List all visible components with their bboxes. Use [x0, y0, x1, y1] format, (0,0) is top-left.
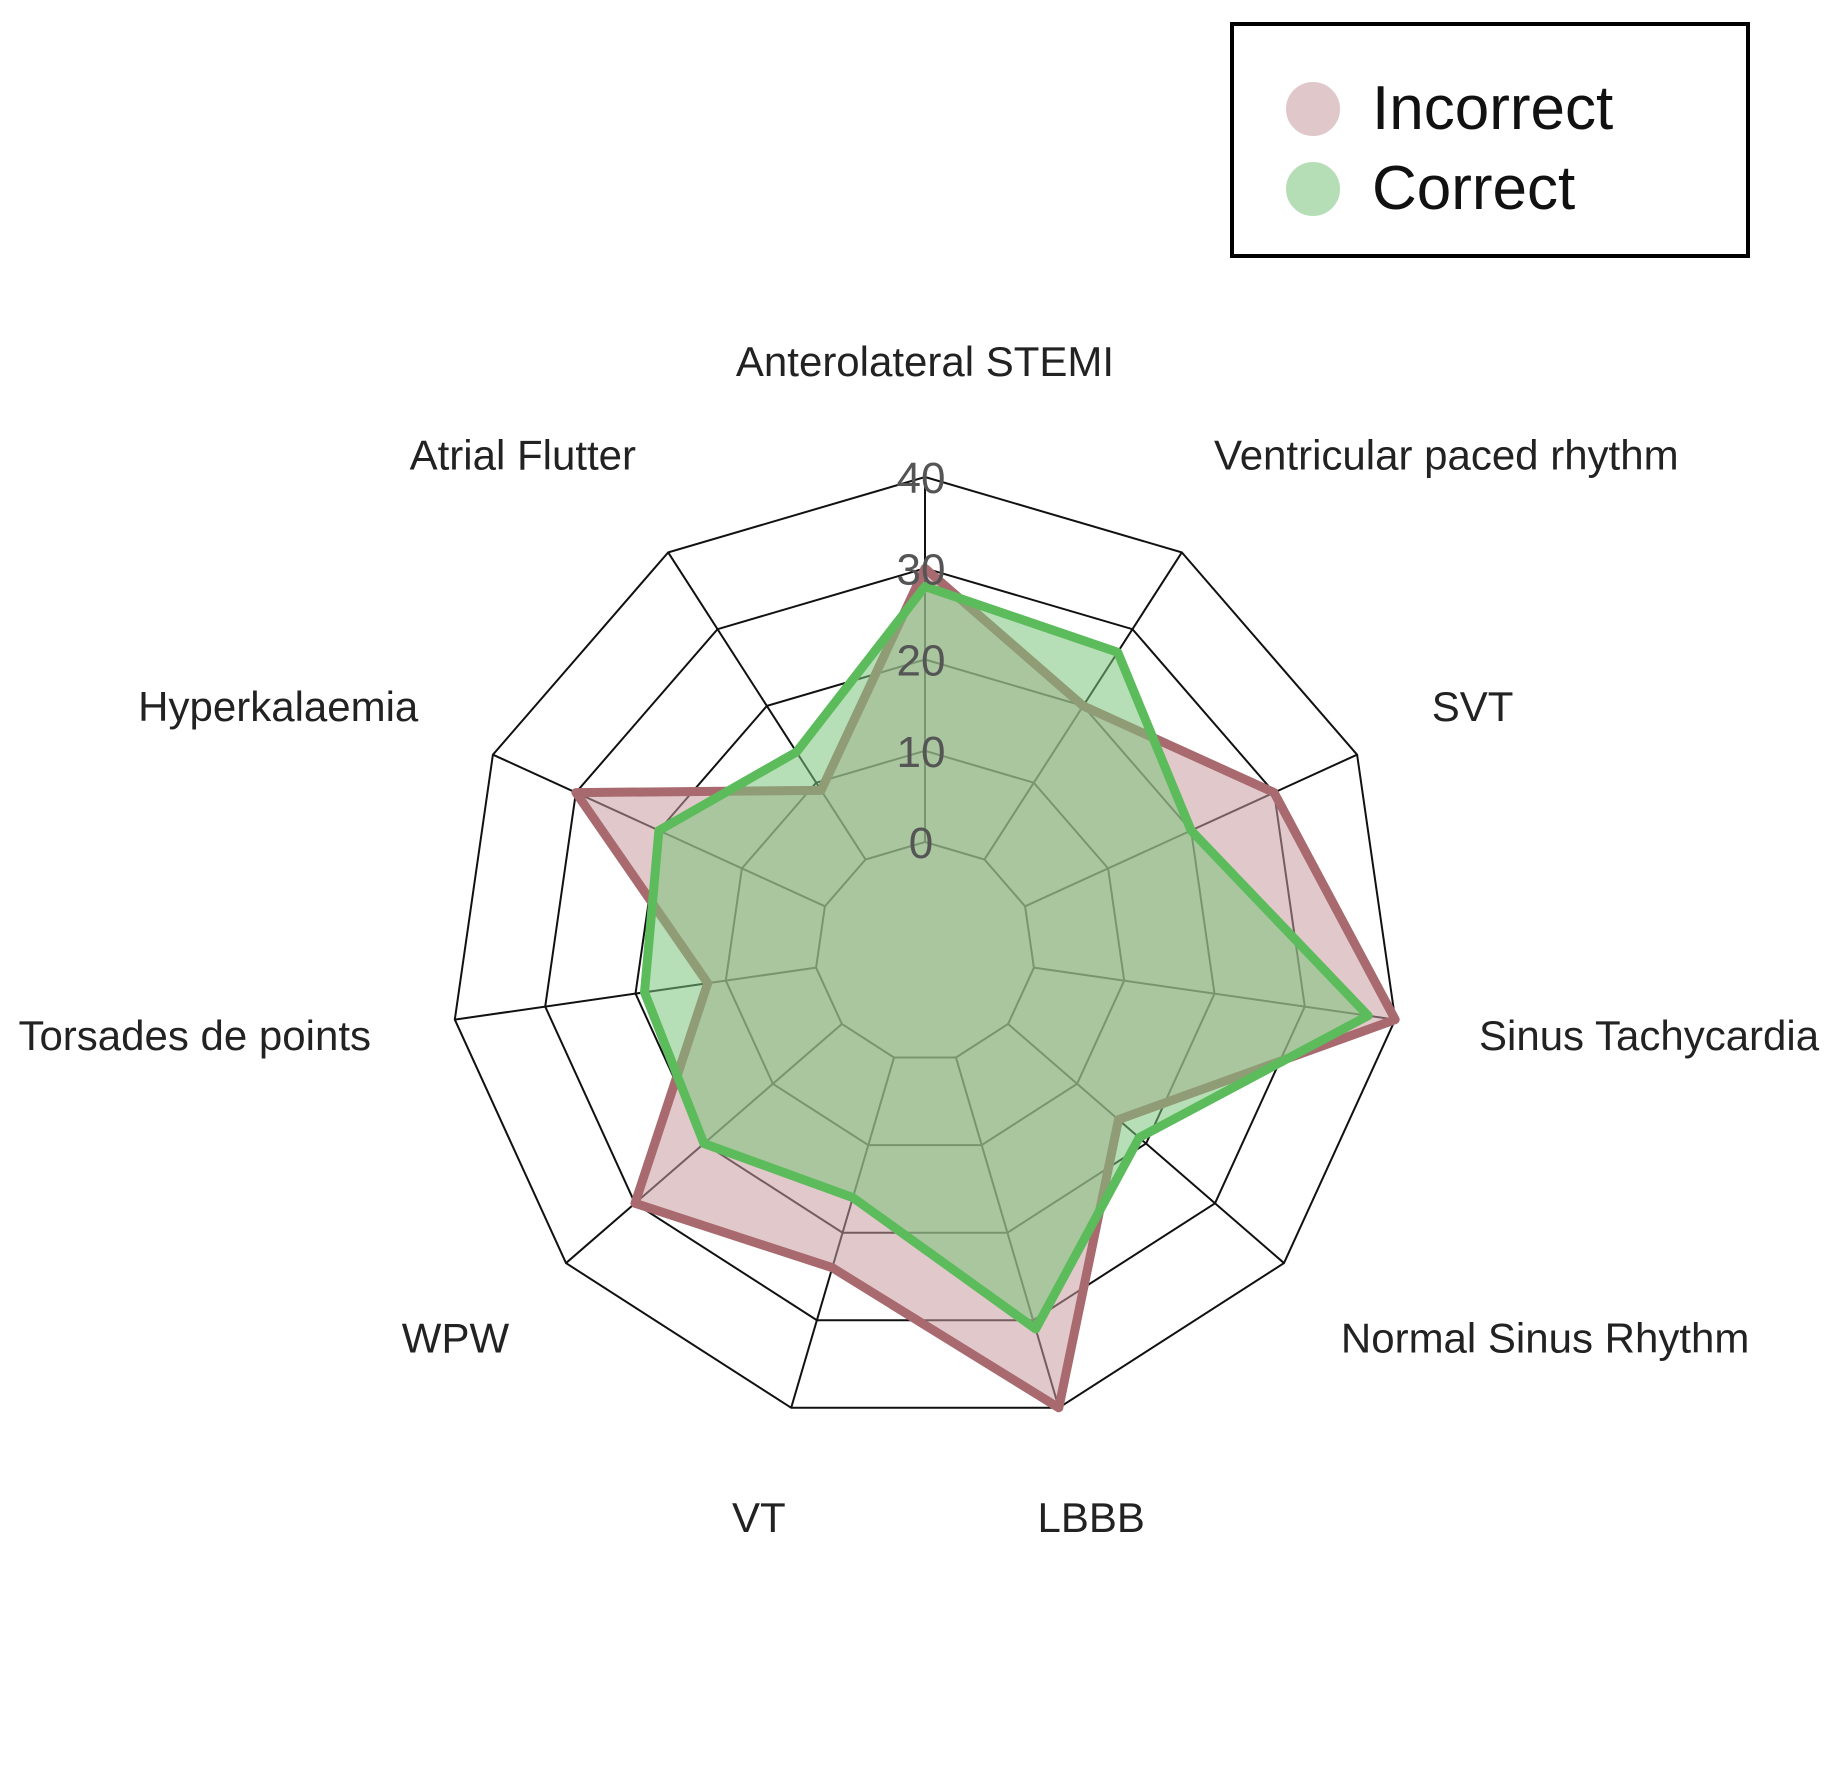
axis-label-8: Torsades de points: [18, 1012, 371, 1059]
legend-label-correct: Correct: [1372, 154, 1576, 223]
legend-label-incorrect: Incorrect: [1372, 74, 1614, 143]
tick-label-10: 10: [897, 728, 946, 777]
axis-label-10: Atrial Flutter: [410, 432, 636, 479]
axis-label-6: VT: [732, 1494, 786, 1541]
axis-label-5: LBBB: [1037, 1494, 1144, 1541]
radar-tick-labels: 0 10 20 30 40: [897, 454, 946, 868]
axis-label-7: WPW: [402, 1314, 510, 1361]
axis-label-2: SVT: [1432, 683, 1514, 730]
radar-series: [571, 563, 1400, 1413]
tick-label-40: 40: [897, 454, 946, 503]
legend-item-correct: Correct: [1286, 158, 1575, 220]
tick-label-0: 0: [909, 819, 933, 868]
axis-label-0: Anterolateral STEMI: [736, 338, 1114, 385]
radar-axis-labels: Anterolateral STEMI Ventricular paced rhy…: [18, 338, 1819, 1541]
legend-item-incorrect: Incorrect: [1286, 78, 1613, 140]
axis-label-1: Ventricular paced rhythm: [1214, 432, 1679, 479]
axis-label-9: Hyperkalaemia: [138, 683, 419, 730]
legend-swatch-correct: [1286, 162, 1340, 216]
tick-label-30: 30: [897, 545, 946, 594]
legend-swatch-incorrect: [1286, 82, 1340, 136]
legend: Incorrect Correct: [1230, 22, 1750, 258]
grid-ring-4: [453, 475, 1397, 1409]
series-correct: [640, 582, 1373, 1334]
axis-label-4: Normal Sinus Rhythm: [1341, 1314, 1749, 1361]
axis-label-3: Sinus Tachycardia: [1479, 1012, 1820, 1059]
tick-label-20: 20: [897, 637, 946, 686]
